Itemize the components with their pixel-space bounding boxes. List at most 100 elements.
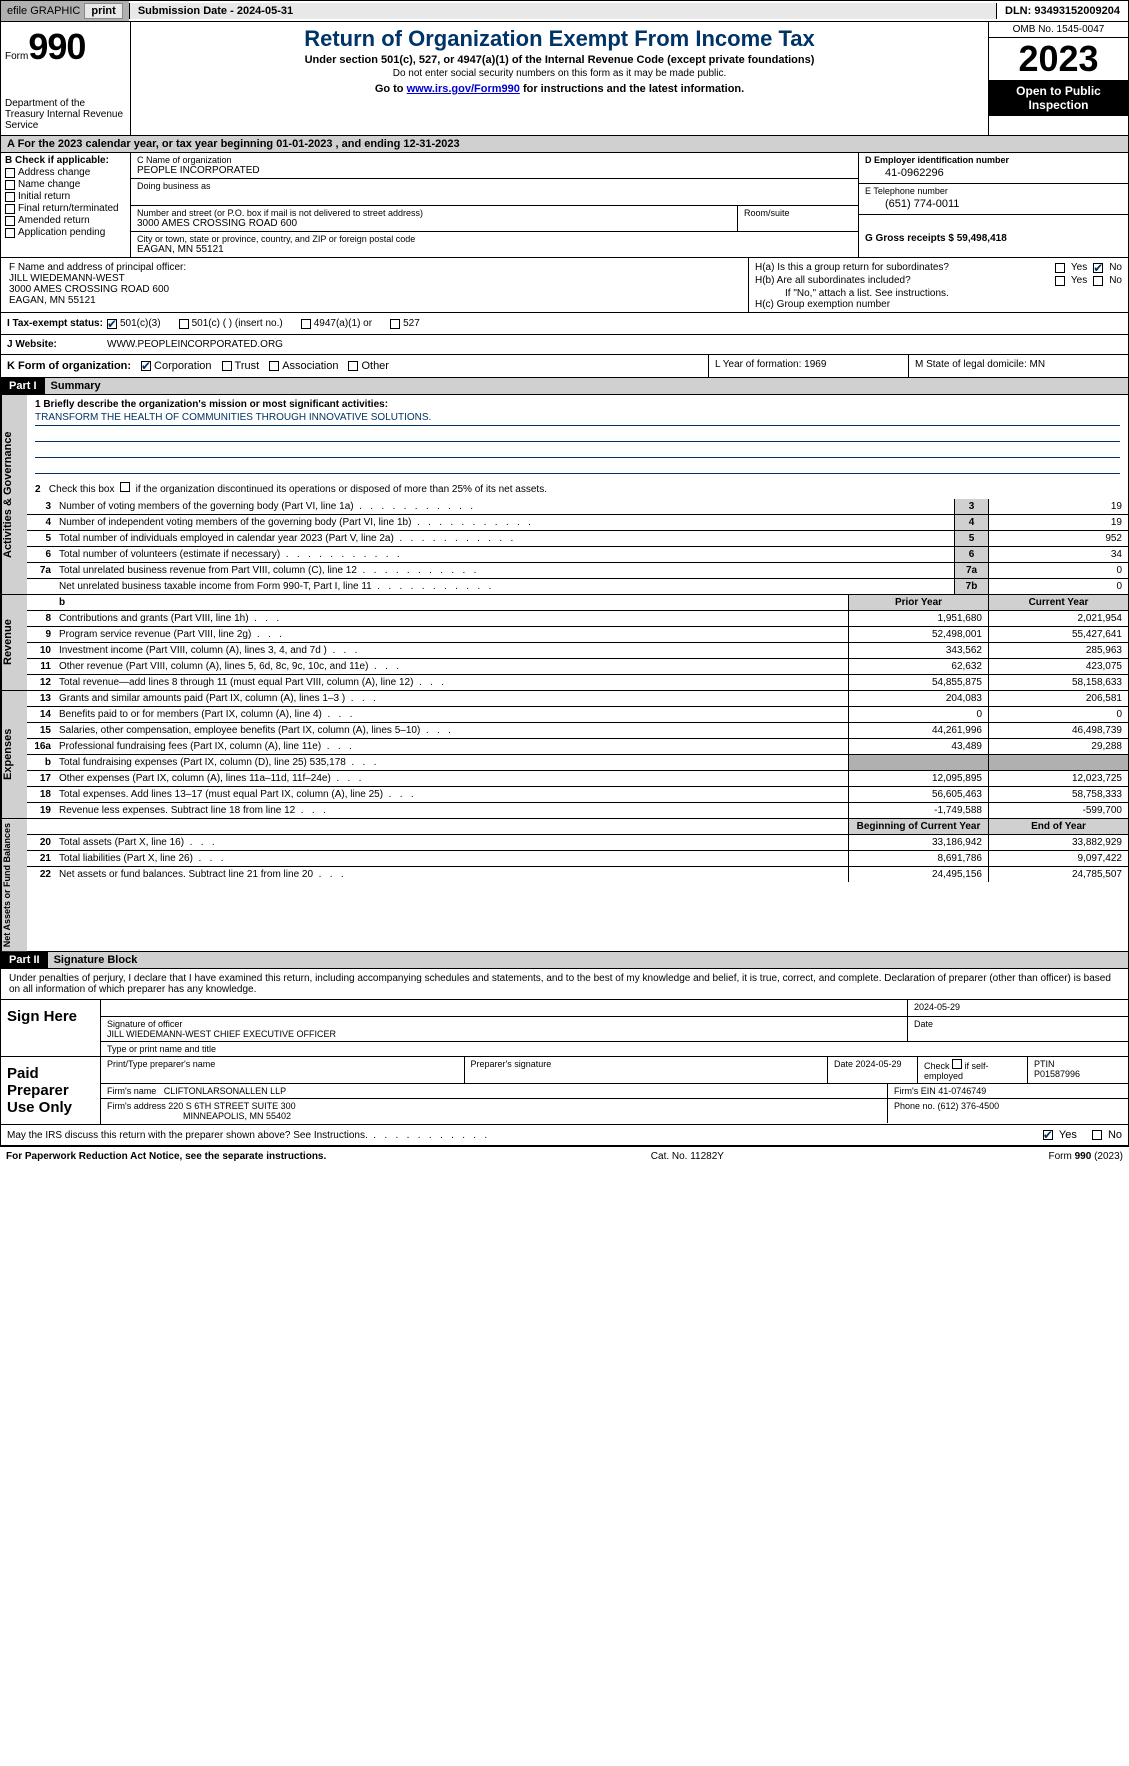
- sig-date-val: 2024-05-29: [914, 1002, 1122, 1012]
- footer-catno: Cat. No. 11282Y: [651, 1151, 724, 1162]
- ha-yes[interactable]: [1055, 263, 1065, 273]
- summary-line: 14Benefits paid to or for members (Part …: [27, 707, 1128, 723]
- box-b-header: B Check if applicable:: [5, 155, 126, 166]
- vtab-revenue: Revenue: [1, 595, 27, 690]
- top-toolbar: efile GRAPHIC print Submission Date - 20…: [0, 0, 1129, 22]
- submission-date: Submission Date - 2024-05-31: [129, 3, 996, 19]
- street-value: 3000 AMES CROSSING ROAD 600: [137, 218, 731, 229]
- firm-phone: Phone no. (612) 376-4500: [888, 1099, 1128, 1123]
- signature-block: Under penalties of perjury, I declare th…: [0, 969, 1129, 1146]
- lbl-final-return: Final return/terminated: [18, 203, 119, 214]
- summary-line: 18Total expenses. Add lines 13–17 (must …: [27, 787, 1128, 803]
- summary-line: 20Total assets (Part X, line 16)33,186,9…: [27, 835, 1128, 851]
- box-deg: D Employer identification number41-09622…: [858, 153, 1128, 257]
- vtab-expenses: Expenses: [1, 691, 27, 818]
- firm-ein: Firm's EIN 41-0746749: [888, 1084, 1128, 1098]
- chk-address-change[interactable]: [5, 168, 15, 178]
- mission-value: TRANSFORM THE HEALTH OF COMMUNITIES THRO…: [35, 410, 1120, 426]
- lbl-amended: Amended return: [18, 215, 90, 226]
- street-label: Number and street (or P.O. box if mail i…: [137, 208, 731, 218]
- room-label: Room/suite: [744, 208, 852, 218]
- gov-line: Net unrelated business taxable income fr…: [27, 579, 1128, 594]
- col-current: Current Year: [988, 595, 1128, 610]
- website-value: WWW.PEOPLEINCORPORATED.ORG: [107, 339, 283, 350]
- part2-tag: Part II: [1, 952, 48, 968]
- chk-final-return[interactable]: [5, 204, 15, 214]
- ein-value: 41-0962296: [865, 165, 1122, 181]
- gov-line: 3Number of voting members of the governi…: [27, 499, 1128, 515]
- chk-initial-return[interactable]: [5, 192, 15, 202]
- chk-discontinued[interactable]: [120, 482, 130, 492]
- form-number: 990: [28, 26, 85, 67]
- vtab-netassets: Net Assets or Fund Balances: [1, 819, 27, 951]
- chk-name-change[interactable]: [5, 180, 15, 190]
- firm-name-label: Firm's name: [107, 1086, 156, 1096]
- form-year-block: OMB No. 1545-0047 2023 Open to Public In…: [988, 22, 1128, 135]
- dba-label: Doing business as: [137, 181, 852, 191]
- section-j: J Website: WWW.PEOPLEINCORPORATED.ORG: [0, 335, 1129, 355]
- form-title-block: Return of Organization Exempt From Incom…: [131, 22, 988, 135]
- chk-assoc[interactable]: [269, 361, 279, 371]
- print-button[interactable]: print: [84, 3, 122, 19]
- state-domicile: M State of legal domicile: MN: [908, 355, 1128, 377]
- chk-501c[interactable]: [179, 319, 189, 329]
- chk-corp[interactable]: [141, 361, 151, 371]
- chk-527[interactable]: [390, 319, 400, 329]
- page-footer: For Paperwork Reduction Act Notice, see …: [0, 1146, 1129, 1166]
- officer-addr2: EAGAN, MN 55121: [9, 295, 740, 306]
- sign-here-label: Sign Here: [1, 1000, 101, 1056]
- efile-section: efile GRAPHIC print: [1, 1, 129, 21]
- org-name-label: C Name of organization: [137, 155, 852, 165]
- part1-title: Summary: [45, 378, 1128, 394]
- chk-trust[interactable]: [222, 361, 232, 371]
- link-suffix: for instructions and the latest informat…: [520, 83, 744, 95]
- ein-label: D Employer identification number: [865, 155, 1122, 165]
- irs-link[interactable]: www.irs.gov/Form990: [407, 83, 520, 95]
- sig-officer-label: Signature of officer: [107, 1019, 901, 1029]
- city-value: EAGAN, MN 55121: [137, 244, 852, 255]
- perjury-declaration: Under penalties of perjury, I declare th…: [1, 969, 1128, 999]
- section-i: I Tax-exempt status: 501(c)(3) 501(c) ( …: [0, 313, 1129, 335]
- form-header: Form990 Department of the Treasury Inter…: [0, 22, 1129, 136]
- summary-line: 8Contributions and grants (Part VIII, li…: [27, 611, 1128, 627]
- section-fh: F Name and address of principal officer:…: [0, 258, 1129, 313]
- chk-amended[interactable]: [5, 216, 15, 226]
- part2-title: Signature Block: [48, 952, 1128, 968]
- mission-label: 1 Briefly describe the organization's mi…: [35, 399, 1120, 410]
- link-prefix: Go to: [375, 83, 407, 95]
- summary-line: 11Other revenue (Part VIII, column (A), …: [27, 659, 1128, 675]
- summary-line: 10Investment income (Part VIII, column (…: [27, 643, 1128, 659]
- discuss-no[interactable]: [1092, 1130, 1102, 1140]
- hb-no[interactable]: [1093, 276, 1103, 286]
- box-b: B Check if applicable: Address change Na…: [1, 153, 131, 257]
- box-c: C Name of organization PEOPLE INCORPORAT…: [131, 153, 858, 257]
- prep-date: Date 2024-05-29: [834, 1059, 902, 1069]
- summary-line: 22Net assets or fund balances. Subtract …: [27, 867, 1128, 882]
- discuss-yes[interactable]: [1043, 1130, 1053, 1140]
- hb-yes[interactable]: [1055, 276, 1065, 286]
- chk-501c3[interactable]: [107, 319, 117, 329]
- form-prefix: Form: [5, 51, 28, 62]
- footer-paperwork: For Paperwork Reduction Act Notice, see …: [6, 1151, 326, 1162]
- section-bcd: B Check if applicable: Address change Na…: [0, 153, 1129, 258]
- ptin-label: PTIN: [1034, 1059, 1122, 1069]
- omb-number: OMB No. 1545-0047: [989, 22, 1128, 38]
- col-begin: Beginning of Current Year: [848, 819, 988, 834]
- officer-addr1: 3000 AMES CROSSING ROAD 600: [9, 284, 740, 295]
- chk-4947[interactable]: [301, 319, 311, 329]
- summary-line: 12Total revenue—add lines 8 through 11 (…: [27, 675, 1128, 690]
- ptin-value: P01587996: [1034, 1069, 1122, 1079]
- chk-app-pending[interactable]: [5, 228, 15, 238]
- ha-no[interactable]: [1093, 263, 1103, 273]
- form-link-line: Go to www.irs.gov/Form990 for instructio…: [139, 83, 980, 95]
- summary-revenue: Revenue b Prior Year Current Year 8Contr…: [0, 595, 1129, 691]
- footer-formref: Form 990 (2023): [1049, 1151, 1123, 1162]
- form-subtitle: Under section 501(c), 527, or 4947(a)(1)…: [139, 54, 980, 66]
- col-prior: Prior Year: [848, 595, 988, 610]
- hb-label: H(b) Are all subordinates included?: [755, 275, 911, 286]
- summary-line: 16aProfessional fundraising fees (Part I…: [27, 739, 1128, 755]
- chk-other[interactable]: [348, 361, 358, 371]
- tax-status-label: I Tax-exempt status:: [7, 318, 107, 329]
- summary-line: bTotal fundraising expenses (Part IX, co…: [27, 755, 1128, 771]
- date-label: Date: [914, 1019, 1122, 1029]
